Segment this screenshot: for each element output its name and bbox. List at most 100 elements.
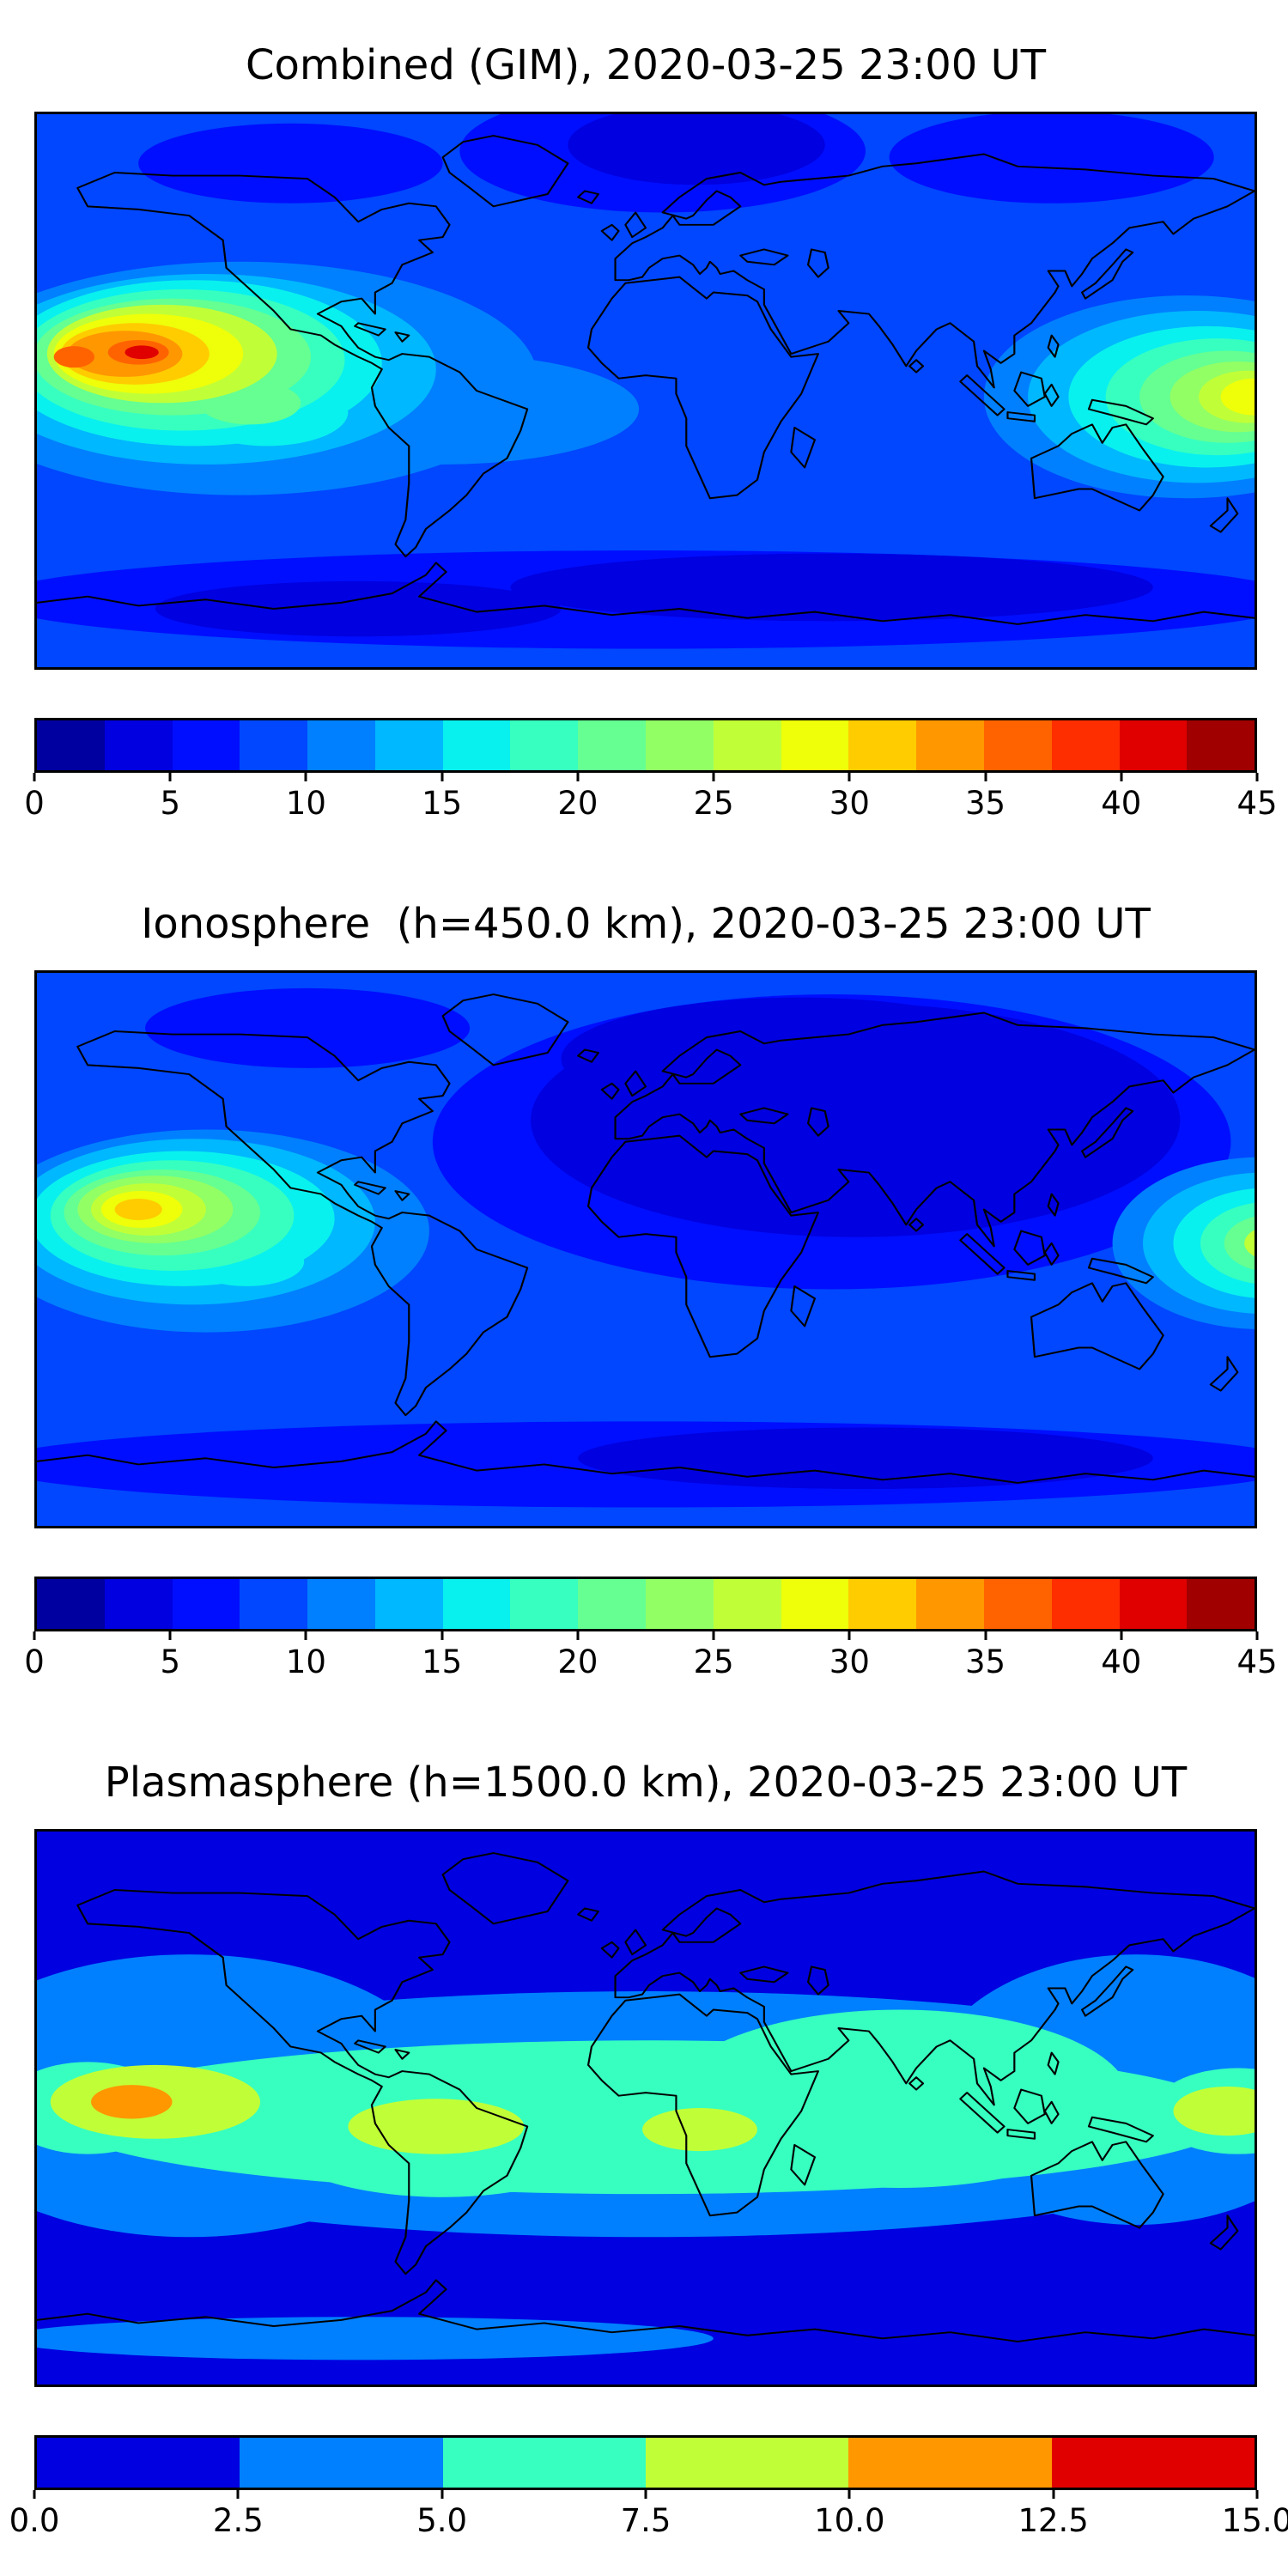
contour-region <box>510 553 1153 622</box>
colorbar-segment <box>1051 2438 1255 2488</box>
contour-region <box>91 2085 173 2119</box>
colorbar-segment <box>172 720 240 770</box>
colorbar-tick <box>440 773 444 781</box>
colorbar-tick-label: 15.0 <box>1221 2502 1288 2539</box>
contour-region <box>1173 2086 1255 2136</box>
colorbar-segment <box>578 1579 647 1629</box>
colorbar-tick-label: 30 <box>829 1643 870 1680</box>
colorbar-segment <box>646 1579 714 1629</box>
colorbar-segment <box>37 720 105 770</box>
colorbar-segment <box>1119 720 1188 770</box>
colorbar-segment <box>848 2438 1052 2488</box>
colorbar-tick-label: 10 <box>285 785 326 822</box>
colorbar-tick <box>984 773 987 781</box>
colorbar-segment <box>442 720 511 770</box>
colorbar-tick <box>440 1631 444 1640</box>
colorbar-segment <box>442 2438 646 2488</box>
colorbar-segment <box>781 1579 849 1629</box>
contour-layers <box>37 987 1255 1508</box>
colorbar-tick-label: 25 <box>693 785 734 822</box>
colorbar-tick-label: 35 <box>965 1643 1006 1680</box>
colorbar-tick <box>848 2490 851 2499</box>
colorbar-tick-label: 5.0 <box>416 2502 468 2539</box>
colorbar: 0.0 2.5 5.0 7.5 10.0 12.5 15.0 <box>9 2435 1288 2550</box>
panel-ionosphere: Ionosphere (h=450.0 km), 2020-03-25 23:0… <box>0 859 1288 1717</box>
colorbar-bar <box>34 718 1257 773</box>
colorbar-tick-label: 0 <box>24 785 45 822</box>
colorbar-tick <box>236 2490 240 2499</box>
colorbar-segment <box>374 720 443 770</box>
contour-layers <box>37 1954 1255 2360</box>
colorbar-tick-label: 5 <box>160 1643 180 1680</box>
colorbar-tick-label: 10.0 <box>814 2502 885 2539</box>
colorbar-segment <box>172 1579 240 1629</box>
colorbar-tick-label: 40 <box>1101 785 1142 822</box>
colorbar-tick <box>712 773 715 781</box>
map-frame <box>34 970 1257 1528</box>
colorbar-segment <box>240 1579 308 1629</box>
colorbar-segment <box>1051 1579 1120 1629</box>
colorbar-ticks-row: 0.0 2.5 5.0 7.5 10.0 12.5 15.0 <box>9 2490 1288 2550</box>
colorbar-segment <box>848 720 917 770</box>
contour-region <box>1220 378 1255 416</box>
colorbar-tick <box>1120 1631 1123 1640</box>
colorbar-tick <box>984 1631 987 1640</box>
colorbar-segment <box>307 720 375 770</box>
contour-region <box>145 987 471 1068</box>
colorbar-tick <box>304 1631 307 1640</box>
colorbar-segment <box>104 720 173 770</box>
contour-region <box>568 114 825 185</box>
panel-title: Plasmasphere (h=1500.0 km), 2020-03-25 2… <box>104 1759 1188 1807</box>
colorbar-tick <box>712 1631 715 1640</box>
colorbar-segment <box>1187 720 1255 770</box>
colorbar-tick <box>33 1631 36 1640</box>
colorbar-tick <box>33 2490 36 2499</box>
colorbar-segment <box>578 720 647 770</box>
world-tec-map <box>37 1832 1255 2385</box>
colorbar-segment <box>1119 1579 1188 1629</box>
colorbar: 0 5 10 15 20 25 30 35 40 45 <box>24 718 1278 833</box>
panel-plasmasphere: Plasmasphere (h=1500.0 km), 2020-03-25 2… <box>0 1717 1288 2576</box>
colorbar-tick <box>440 2490 444 2499</box>
colorbar-tick-label: 40 <box>1101 1643 1142 1680</box>
colorbar-tick-label: 45 <box>1236 785 1278 822</box>
colorbar-segment <box>442 1579 511 1629</box>
colorbar: 0 5 10 15 20 25 30 35 40 45 <box>24 1577 1278 1692</box>
colorbar-tick-label: 20 <box>557 785 598 822</box>
colorbar-bar <box>34 1577 1257 1631</box>
colorbar-tick <box>848 773 851 781</box>
map-frame <box>34 1829 1257 2387</box>
colorbar-tick-label: 15 <box>422 1643 463 1680</box>
colorbar-tick-label: 12.5 <box>1018 2502 1089 2539</box>
colorbar-tick-label: 10 <box>285 1643 326 1680</box>
colorbar-ticks-row: 0 5 10 15 20 25 30 35 40 45 <box>24 773 1278 833</box>
colorbar-tick-label: 5 <box>160 785 180 822</box>
colorbar-segment <box>374 1579 443 1629</box>
colorbar-segment <box>646 720 714 770</box>
colorbar-segment <box>645 2438 849 2488</box>
colorbar-segment <box>510 1579 579 1629</box>
colorbar-segment <box>781 720 849 770</box>
colorbar-segment <box>983 1579 1052 1629</box>
panel-combined: Combined (GIM), 2020-03-25 23:00 UT 0 5 10… <box>0 0 1288 859</box>
colorbar-segment <box>510 720 579 770</box>
map-frame <box>34 112 1257 670</box>
colorbar-tick-label: 7.5 <box>620 2502 671 2539</box>
colorbar-segment <box>916 720 984 770</box>
contour-region <box>155 580 562 637</box>
colorbar-segment <box>1187 1579 1255 1629</box>
colorbar-tick <box>168 1631 172 1640</box>
colorbar-segment <box>240 720 308 770</box>
world-tec-map <box>37 114 1255 667</box>
colorbar-tick <box>168 773 172 781</box>
colorbar-segment <box>37 2438 240 2488</box>
contour-region <box>125 345 159 360</box>
contour-region <box>642 2108 757 2152</box>
colorbar-segment <box>37 1579 105 1629</box>
colorbar-tick-label: 15 <box>422 785 463 822</box>
colorbar-segment <box>240 2438 443 2488</box>
panel-title: Ionosphere (h=450.0 km), 2020-03-25 23:0… <box>141 900 1151 948</box>
colorbar-segment <box>983 720 1052 770</box>
colorbar-tick <box>1120 773 1123 781</box>
